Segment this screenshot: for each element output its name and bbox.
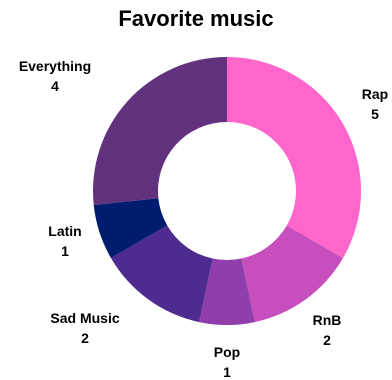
slice-sad-music (110, 225, 213, 323)
slice-category-rnb: RnB (313, 312, 342, 328)
slice-value-pop: 1 (223, 364, 231, 380)
slice-value-sad-music: 2 (81, 330, 89, 346)
slice-rnb (241, 225, 344, 323)
slice-latin (93, 198, 168, 258)
slice-value-latin: 1 (61, 243, 69, 259)
slice-value-rap: 5 (371, 106, 379, 122)
slice-category-sad-music: Sad Music (50, 310, 119, 326)
slice-category-latin: Latin (48, 223, 81, 239)
slice-value-rnb: 2 (323, 332, 331, 348)
slice-label-rnb: RnB 2 (313, 312, 342, 348)
slice-everything (93, 57, 227, 206)
slice-label-latin: Latin 1 (48, 223, 81, 259)
slice-category-rap: Rap (362, 86, 388, 102)
slice-label-rap: Rap 5 (362, 86, 388, 122)
slice-category-pop: Pop (214, 344, 240, 360)
slice-category-everything: Everything (19, 58, 91, 74)
slice-label-pop: Pop 1 (214, 344, 240, 380)
slice-value-everything: 4 (51, 78, 59, 94)
slice-label-sad-music: Sad Music 2 (50, 310, 119, 346)
slice-rap (227, 57, 361, 258)
slice-label-everything: Everything 4 (19, 58, 91, 94)
slice-pop (199, 258, 255, 325)
chart-title: Favorite music (118, 6, 274, 31)
